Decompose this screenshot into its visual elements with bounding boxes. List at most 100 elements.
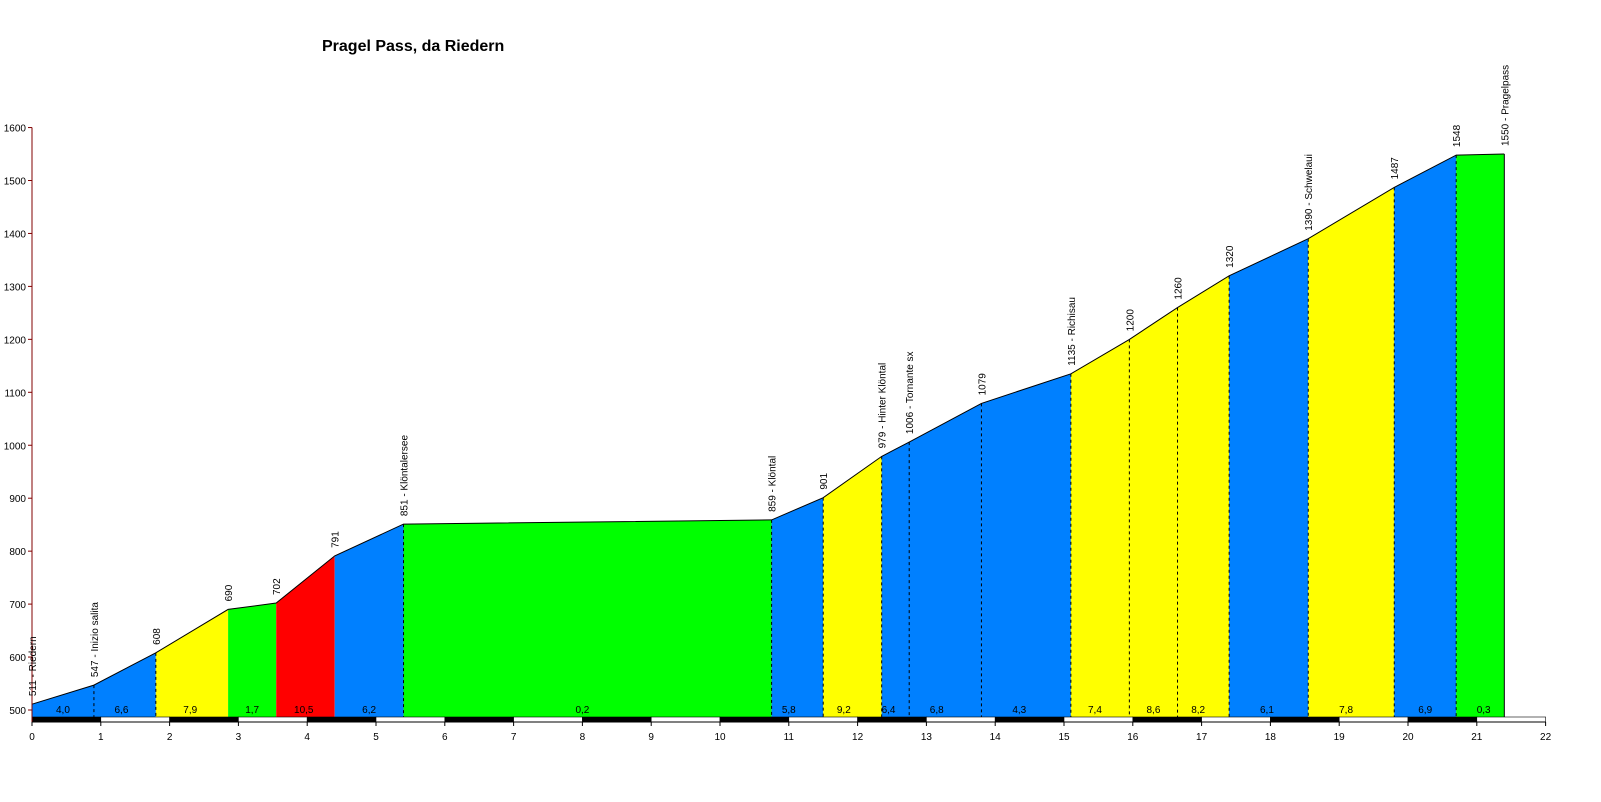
x-tick-label: 21 (1471, 732, 1483, 743)
gradient-segment-area (1229, 238, 1309, 717)
profile-line (31, 153, 1505, 705)
gradient-label: 7,8 (1339, 705, 1353, 716)
gradient-label: 0,3 (1477, 705, 1491, 716)
gradient-segment-area (155, 609, 229, 717)
elevation-label: 1320 (1225, 245, 1236, 268)
gradient-label: 4,3 (1012, 705, 1026, 716)
elevation-label: 1390 - Schwelaui (1304, 154, 1315, 231)
elevation-label: 851 - Klöntalersee (400, 435, 411, 517)
km-scale-block (994, 716, 1065, 723)
gradient-segment-area (32, 652, 156, 717)
km-scale-block (306, 716, 377, 723)
x-tick-label: 15 (1058, 732, 1070, 743)
elevation-label: 608 (152, 628, 163, 645)
km-scale-block (1476, 716, 1546, 723)
elevation-label: 901 (819, 473, 830, 490)
y-tick-label: 1300 (4, 282, 27, 293)
km-scale-block (1201, 716, 1271, 723)
elevation-label: 1079 (977, 373, 988, 396)
y-tick-label: 1500 (4, 177, 27, 188)
km-scale-block (719, 716, 790, 723)
x-tick-label: 2 (167, 732, 173, 743)
y-tick-label: 1100 (4, 388, 26, 399)
gradient-label: 6,9 (1418, 705, 1432, 716)
gradient-label: 8,2 (1191, 705, 1205, 716)
elevation-label: 511 - Riedern (28, 636, 39, 696)
x-tick-label: 4 (304, 732, 310, 743)
gradient-segment-area (228, 603, 277, 717)
km-scale-block (1338, 716, 1409, 723)
gradient-label: 5,8 (782, 705, 796, 716)
gradient-segment-area (771, 497, 824, 717)
gradient-segment-area (334, 524, 404, 717)
elevation-label: 1200 (1125, 309, 1136, 332)
y-tick-label: 1600 (4, 124, 27, 135)
elevation-label: 1550 - Pragelpass (1500, 65, 1511, 146)
gradient-label: 10,5 (294, 705, 314, 716)
elevation-label: 1260 (1174, 277, 1185, 300)
km-scale-block (513, 716, 583, 723)
gradient-label: 6,2 (362, 705, 376, 716)
km-scale-block (238, 716, 308, 723)
km-scale-block (857, 716, 927, 723)
x-tick-label: 20 (1402, 732, 1414, 743)
x-tick-label: 18 (1265, 732, 1277, 743)
x-tick-label: 0 (29, 732, 35, 743)
x-tick-label: 16 (1127, 732, 1139, 743)
x-tick-label: 5 (373, 732, 379, 743)
y-tick-label: 1000 (4, 441, 27, 452)
y-tick-label: 600 (9, 653, 26, 664)
y-tick-label: 1200 (4, 335, 27, 346)
x-tick-label: 8 (580, 732, 586, 743)
km-scale-block (1270, 716, 1340, 723)
x-tick-label: 6 (442, 732, 448, 743)
x-tick-label: 1 (98, 732, 104, 743)
x-tick-label: 19 (1334, 732, 1346, 743)
km-scale-block (1407, 716, 1478, 723)
elevation-label: 859 - Klöntal (768, 456, 779, 512)
gradient-label: 1,7 (245, 705, 259, 716)
x-tick-label: 3 (236, 732, 242, 743)
x-tick-label: 10 (714, 732, 726, 743)
km-scale-block (1132, 716, 1202, 723)
gradient-label: 6,6 (114, 705, 128, 716)
y-tick-label: 1400 (4, 229, 27, 240)
elevation-label: 1487 (1390, 157, 1401, 180)
gradient-label: 8,6 (1146, 705, 1160, 716)
gradient-segment-area (1394, 155, 1457, 718)
km-scale-block (31, 716, 102, 723)
gradient-label: 6,4 (882, 705, 896, 716)
gradient-label: 9,2 (837, 705, 851, 716)
gradient-label: 7,4 (1088, 705, 1102, 716)
km-scale-block (100, 716, 170, 723)
x-tick-label: 22 (1540, 732, 1552, 743)
gradient-segment-area (823, 456, 882, 717)
x-tick-label: 14 (990, 732, 1002, 743)
elevation-label: 547 - Inizio salita (90, 602, 101, 677)
gradient-label: 4,0 (56, 705, 70, 716)
gradient-segment-area (881, 403, 982, 717)
km-scale-block (926, 716, 996, 723)
km-scale-block (444, 716, 514, 723)
x-tick-label: 17 (1196, 732, 1208, 743)
gradient-label: 7,9 (183, 705, 197, 716)
x-tick-label: 12 (852, 732, 864, 743)
gradient-segment-area (403, 519, 772, 717)
km-scale-block (1063, 716, 1134, 723)
elevation-label: 1006 - Tornante sx (905, 351, 916, 434)
gradient-segment-area (1070, 275, 1230, 717)
y-tick-label: 800 (9, 547, 26, 558)
km-scale-block (582, 716, 652, 723)
x-tick-label: 9 (648, 732, 654, 743)
chart-title: Pragel Pass, da Riedern (322, 38, 505, 55)
gradient-segment-area (276, 555, 335, 717)
km-scale-block (375, 716, 446, 723)
x-tick-label: 7 (511, 732, 517, 743)
y-tick-label: 500 (9, 706, 26, 717)
km-scale-block (169, 716, 239, 723)
km-scale-block (788, 716, 858, 723)
gradient-segment-area (981, 373, 1071, 717)
elevation-label: 690 (224, 584, 235, 601)
gradient-label: 6,1 (1260, 705, 1274, 716)
